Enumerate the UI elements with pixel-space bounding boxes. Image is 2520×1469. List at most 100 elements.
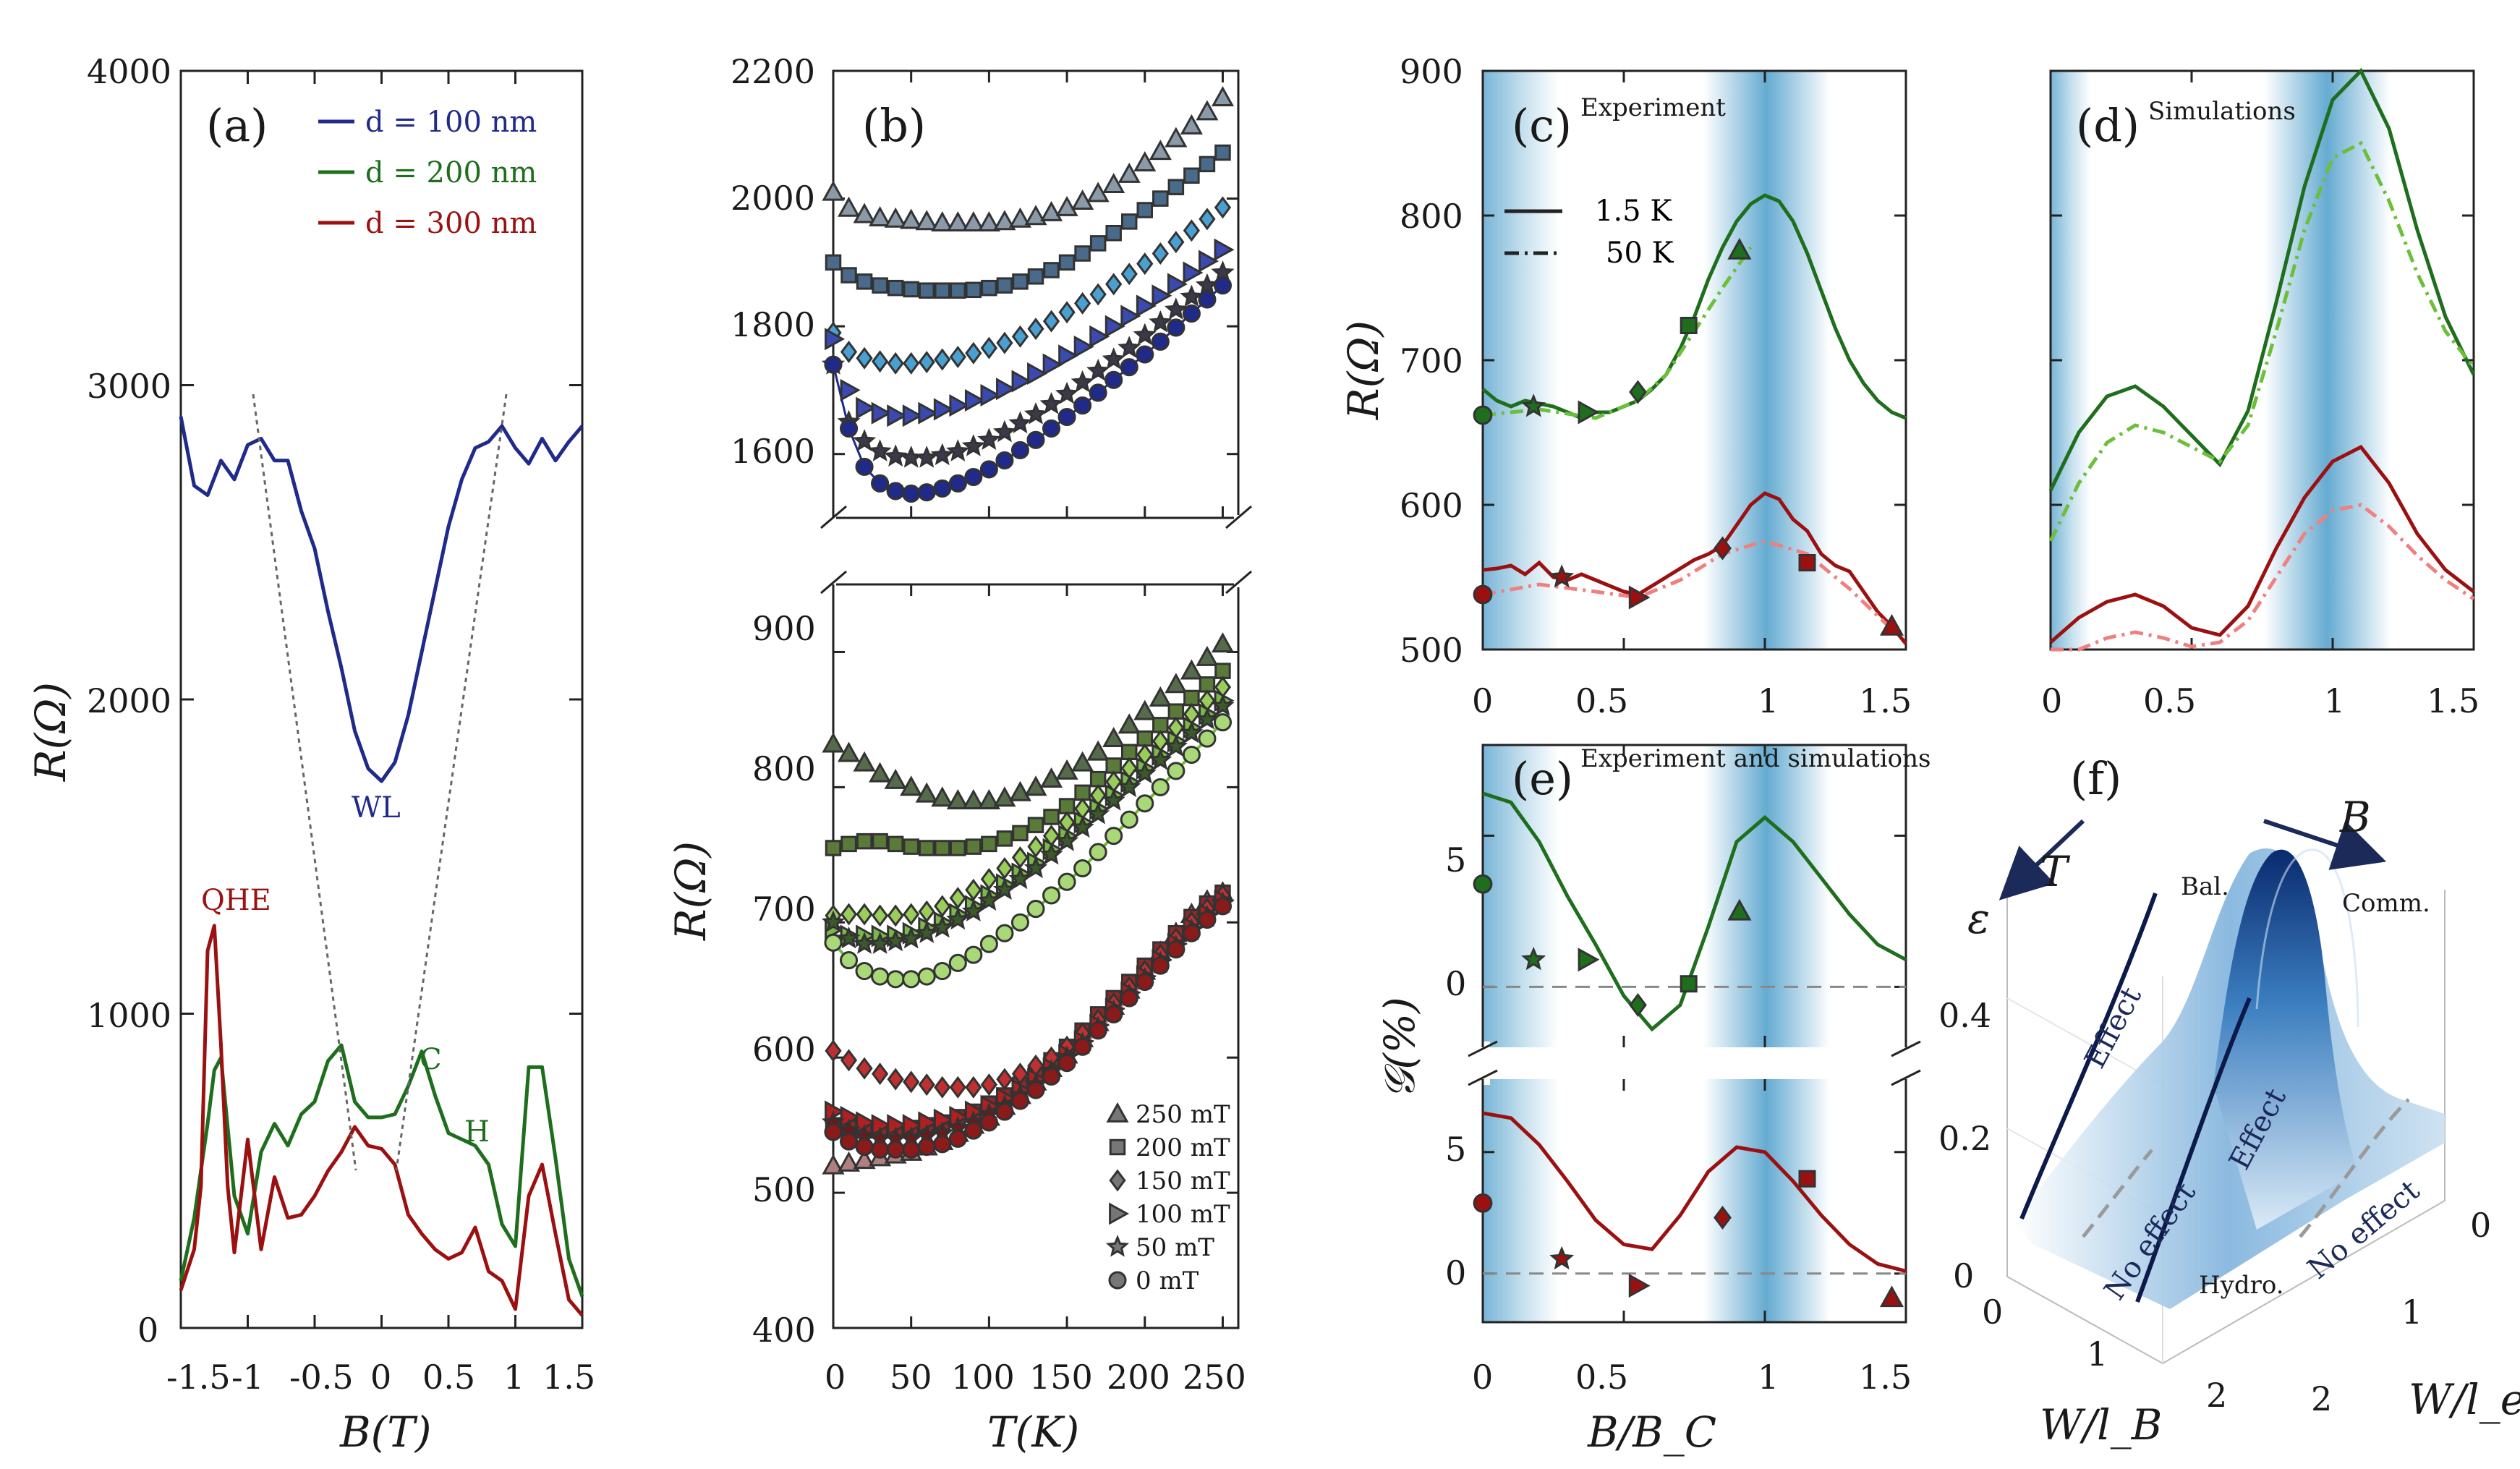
- panel-b-ytick-800: 800: [752, 749, 816, 788]
- marker-top-50mT: [1055, 381, 1079, 404]
- marker-top-250mT: [1165, 127, 1188, 148]
- dashed-boundary-right: [2299, 1098, 2410, 1238]
- marker-red-150mT: [1011, 1063, 1029, 1086]
- panel-b-xtick-250: 250: [1183, 1358, 1246, 1397]
- panel-f-zlabel: ε: [1967, 894, 1990, 943]
- marker-red-150mT: [825, 1039, 842, 1063]
- marker-green-150mT: [903, 903, 920, 926]
- sim-line-green: [2048, 67, 2476, 492]
- legend-50mT: 50 mT: [1136, 1233, 1214, 1262]
- panel-e-xlabel: B/B_C: [1587, 1408, 1716, 1457]
- panel-a-xtick-0: 0: [370, 1358, 391, 1397]
- marker-top-200mT: [918, 282, 935, 299]
- marker-green-200mT: [934, 840, 951, 856]
- marker-top-100mT: [1104, 315, 1125, 338]
- marker-top-250mT: [946, 211, 969, 232]
- marker-top-250mT: [1024, 205, 1047, 226]
- marker-green-c: [1727, 237, 1752, 260]
- marker-top-200mT: [1152, 190, 1169, 207]
- marker-top-50mT: [930, 443, 954, 466]
- marker-top-250mT: [1133, 151, 1157, 172]
- marker-red-0mT: [1042, 1067, 1061, 1086]
- marker-red-150mT: [856, 1057, 873, 1080]
- legend-text-200nm: d = 200 nm: [365, 156, 537, 190]
- marker-green-50mT: [961, 899, 985, 921]
- panel-a-xtick-m0.5: -0.5: [289, 1358, 354, 1397]
- band-ballistic-e: [1483, 745, 1559, 1322]
- marker-top-250mT: [869, 205, 892, 226]
- marker-top-250mT: [1196, 100, 1219, 121]
- marker-top-0mT: [1198, 290, 1217, 309]
- marker-green-150mT: [887, 904, 904, 927]
- marker-top-200mT: [1105, 224, 1122, 242]
- panel-a-ylabel: R(Ω): [26, 682, 75, 782]
- marker-green-150mT: [856, 903, 873, 926]
- marker-top-150mT: [1042, 310, 1060, 333]
- panel-e-xtick-1: 1: [1758, 1358, 1779, 1397]
- arrow-label-t: T: [2040, 847, 2071, 896]
- marker-top-200mT: [1214, 144, 1231, 161]
- boundary-hydro: [2135, 997, 2252, 1303]
- panel-d-label: (d): [2076, 99, 2140, 152]
- marker-green-250mT: [1055, 759, 1078, 780]
- marker-top-200mT: [840, 267, 857, 284]
- marker-green-200mT: [1183, 689, 1200, 707]
- legend-marker: [1106, 1102, 1129, 1123]
- panel-c-xtick-1: 1: [1758, 681, 1779, 720]
- marker-top-0mT: [1167, 318, 1185, 337]
- marker-green-50mT: [1195, 707, 1219, 730]
- series-line-d=200nm: [179, 1043, 584, 1298]
- marker-green-50mT: [1180, 720, 1204, 744]
- marker-green-200mT: [1074, 784, 1091, 801]
- marker-green-0mT: [886, 970, 905, 989]
- panel-b-xtick-150: 150: [1029, 1358, 1093, 1397]
- panel-d-xtick-0.5: 0.5: [2143, 681, 2196, 720]
- break-mark: [820, 570, 847, 595]
- marker-green-c: [1473, 405, 1493, 425]
- marker-top-150mT: [1105, 273, 1123, 296]
- guide-dotted-right: [395, 393, 508, 1171]
- break-mark: [1225, 570, 1252, 595]
- marker-red-150mT: [949, 1076, 966, 1099]
- marker-top-100mT: [1042, 353, 1063, 376]
- marker-green-50mT: [1039, 842, 1063, 865]
- marker-green-250mT: [915, 782, 938, 803]
- panel-f-ztick-0: 0: [1953, 1256, 1974, 1295]
- marker-red-150mT: [980, 1073, 998, 1097]
- panel-c: (c) Experiment 1.5 K 50 K 900 800 700 60…: [1339, 52, 1912, 720]
- marker-top-0mT: [1151, 332, 1170, 351]
- marker-top-100mT: [1027, 362, 1048, 386]
- line-red-50K: [1482, 539, 1894, 631]
- panel-c-ytick-700: 700: [1400, 341, 1463, 380]
- marker-top-200mT: [996, 277, 1013, 294]
- marker-red-0mT: [1104, 1005, 1123, 1023]
- marker-top-200mT: [903, 281, 919, 298]
- panel-e-frame: [1481, 744, 1907, 1324]
- panel-f-ytick-2: 2: [2311, 1379, 2332, 1418]
- marker-green-50mT: [1008, 867, 1032, 890]
- panel-a-ytick-3000: 3000: [87, 367, 171, 406]
- marker-top-100mT: [825, 328, 846, 351]
- marker-green-200mT: [1167, 703, 1185, 720]
- panel-b: (b) 2200 2000 1800 1600 900 800 700 600 …: [666, 52, 1252, 1457]
- marker-green-e: [1727, 898, 1752, 921]
- marker-top-0mT: [1136, 345, 1154, 364]
- marker-top-0mT: [1120, 358, 1138, 377]
- marker-green-250mT: [1165, 673, 1188, 694]
- marker-green-0mT: [1073, 859, 1092, 878]
- region-label-bal: Bal.: [2181, 872, 2229, 901]
- panel-e: (e) Experiment and simulations 0 5 0 5 0…: [1375, 744, 1931, 1457]
- marker-top-200mT: [1043, 262, 1060, 278]
- marker-green-200mT: [1027, 817, 1044, 833]
- panel-c-ylabel: R(Ω): [1339, 320, 1388, 420]
- annotation-c: C: [420, 1043, 442, 1076]
- marker-green-0mT: [1042, 886, 1061, 905]
- marker-top-50mT: [992, 420, 1017, 443]
- marker-top-250mT: [837, 196, 861, 217]
- panel-b-ytick-2000: 2000: [731, 179, 815, 218]
- marker-green-200mT: [1214, 663, 1231, 679]
- marker-top-0mT: [1182, 304, 1201, 323]
- marker-green-0mT: [1182, 745, 1201, 765]
- marker-green-50mT: [946, 907, 970, 930]
- marker-top-50mT: [1118, 336, 1141, 358]
